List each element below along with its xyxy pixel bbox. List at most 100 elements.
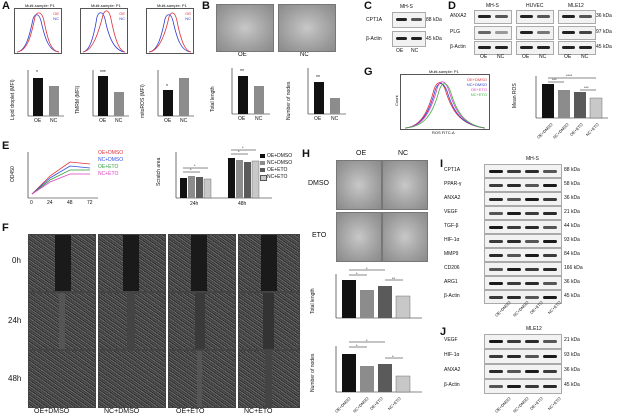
lane-nc: NC (411, 48, 419, 54)
significance: * (242, 145, 244, 150)
x-tick: 24 (47, 200, 53, 206)
blot-strip (484, 276, 562, 290)
panel-e: E OD450 0 24 48 72 OE+DMSO NC+DMSO OE+ET… (0, 140, 300, 218)
col-label-oe: OE (356, 150, 367, 157)
legend-oe-dmso: OE+DMSO (466, 77, 487, 82)
cell-line: MH-S (526, 156, 539, 162)
blot-anxa2-mhs (474, 10, 512, 24)
significance: ** (316, 75, 320, 81)
bar-svg (175, 149, 272, 199)
kda-actin: 45 kDa (596, 44, 612, 50)
blot-cpt1a (392, 12, 426, 28)
significance: * (36, 70, 38, 76)
lane: NC+ETO (546, 396, 562, 412)
blot-strip (484, 349, 562, 364)
blot-strip (484, 248, 562, 262)
significance: ** (240, 69, 244, 75)
flow-histogram-2: Multi-sample: P1 OE NC (80, 3, 128, 54)
legend-item: OE+DMSO (267, 153, 293, 159)
lane: OE (564, 54, 572, 60)
panel-a: A Multi-sample: P1 OE NC Multi-sample: P… (0, 0, 200, 140)
blot-actin-mhs (474, 41, 512, 55)
x-cat-nc: NC (115, 118, 123, 124)
row-name: CD206 (444, 265, 460, 271)
blot-plg-mhs (474, 26, 512, 40)
legend-item: NC+DMSO (267, 160, 293, 166)
row-name-cpt1a: CPT1A (366, 17, 383, 23)
scratch-24h-oe-dmso (28, 292, 96, 350)
x-axis-label: ROS FITC-A (432, 130, 455, 135)
blot-actin (392, 31, 426, 47)
kda-plg: 97 kDa (596, 29, 612, 35)
legend-item: OE+DMSO (98, 150, 124, 156)
blot-strip (484, 334, 562, 349)
tube-image-oe-dmso (336, 160, 382, 210)
x-cat-oe: OE (99, 118, 107, 124)
scratch-24h-nc-dmso (98, 292, 166, 350)
panel-label: B (202, 0, 210, 12)
x-cat-oe: OE (34, 118, 42, 124)
x-tick: 72 (87, 200, 93, 206)
significance: *** (584, 85, 589, 90)
tube-image-nc-dmso (382, 160, 428, 210)
legend-item: NC+ETO (267, 174, 288, 180)
x-cat-nc: NC (255, 116, 263, 122)
scratch-24h-oe-eto (168, 292, 236, 350)
x-tick: 0 (30, 200, 33, 206)
significance: **** (566, 73, 573, 78)
row-kda: 36 kDa (564, 279, 580, 285)
row-name: ANXA2 (444, 195, 461, 201)
legend-item: OE+ETO (267, 167, 288, 173)
row-kda: 88 kDa (564, 167, 580, 173)
cell-huvec: HUVEC (526, 3, 544, 9)
bar-svg (535, 76, 608, 119)
kda-actin: 45 kDa (426, 36, 442, 42)
significance: * (392, 354, 394, 359)
kda-anxa2: 36 kDa (596, 13, 612, 19)
row-name-plg: PLG (450, 29, 461, 35)
row-name: MMP9 (444, 251, 459, 257)
panel-label: F (2, 222, 9, 234)
bar-svg (307, 68, 346, 115)
flow-title: Multi-sample: P1 (429, 69, 459, 74)
flow-title: Multi-sample: P1 (25, 3, 55, 8)
row-name: HIF-1α (444, 352, 460, 358)
blot-plg-mle12 (558, 26, 596, 40)
lane: NC+DMSO (511, 396, 530, 414)
col-label: NC+ETO (244, 408, 273, 415)
legend-item: NC+DMSO (98, 157, 124, 163)
scratch-0h-oe-dmso (28, 234, 96, 292)
bar-chart-mitoros: mitoROS (MFI) * OE NC (140, 66, 198, 136)
x-cat-nc: NC (331, 116, 339, 122)
x-cat-oe: OE (314, 116, 322, 122)
row-label-eto: ETO (312, 232, 327, 239)
blot-strip (484, 262, 562, 276)
legend-nc-eto: NC+ETO (470, 92, 487, 97)
lane: OE (522, 54, 530, 60)
scratch-0h-nc-eto (238, 234, 300, 292)
blot-anxa2-huvec (516, 10, 554, 24)
row-label-dmso: DMSO (308, 180, 329, 187)
bar-chart-scratch-area: Scratch area * * * * 24h 48h (156, 145, 276, 218)
histogram-curves (148, 12, 192, 53)
blot-strip (484, 164, 562, 178)
bar-chart-number-nodes: Number of nodes ** OE NC (286, 64, 350, 136)
histogram-curves (16, 12, 60, 53)
significance: * (166, 84, 168, 90)
lane-oe: OE (396, 48, 404, 54)
legend-item: OE+ETO (98, 164, 119, 170)
tube-image-oe (216, 4, 274, 52)
bar-chart-tmrm: TMRM (MFI) *** OE NC (75, 66, 133, 136)
tube-image-nc-eto (382, 212, 428, 262)
histogram-curves (404, 81, 486, 129)
legend-item: NC+ETO (98, 171, 119, 177)
flow-title: Multi-sample: P1 (91, 3, 121, 8)
scratch-48h-nc-eto (238, 350, 300, 408)
panel-g: G Multi-sample: P1 OE+DMSO NC+DMSO OE+ET… (364, 64, 617, 142)
cell-mle12: MLE12 (568, 3, 584, 9)
panel-f: F 0h 24h 48h OE+DMSO NC+DMSO OE+ETO NC+E… (0, 222, 300, 420)
row-name: β-Actin (444, 382, 460, 388)
significance: *** (552, 77, 557, 82)
panel-label: J (440, 326, 447, 338)
panel-h: H OE NC DMSO ETO Total length * * ** Num… (302, 142, 432, 420)
